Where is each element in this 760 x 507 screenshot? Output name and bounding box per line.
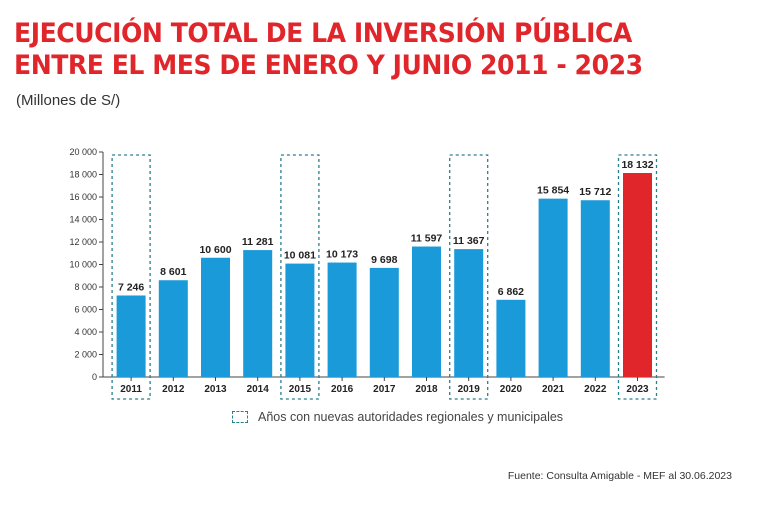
bar-value-label: 11 597 xyxy=(411,233,443,245)
legend-label: Años con nuevas autoridades regionales y… xyxy=(258,410,564,424)
y-tick-label: 8 000 xyxy=(74,282,97,292)
bar-value-label: 6 862 xyxy=(498,286,524,298)
y-tick-label: 14 000 xyxy=(69,215,97,225)
bar-value-label: 7 246 xyxy=(118,281,144,293)
chart-title: EJECUCIÓN TOTAL DE LA INVERSIÓN PÚBLICA … xyxy=(14,18,643,82)
y-tick-label: 4 000 xyxy=(74,327,97,337)
y-tick-label: 20 000 xyxy=(69,147,97,157)
bar-value-label: 11 281 xyxy=(242,236,274,248)
highlight-box xyxy=(617,154,658,400)
y-tick-label: 12 000 xyxy=(69,237,97,247)
bar-value-label: 18 132 xyxy=(621,159,653,171)
x-tick-label: 2014 xyxy=(247,384,270,395)
x-tick-label: 2015 xyxy=(289,384,312,395)
y-tick-label: 2 000 xyxy=(74,350,97,360)
y-tick-label: 18 000 xyxy=(69,170,97,180)
bar-value-label: 15 712 xyxy=(579,186,611,198)
x-tick-label: 2022 xyxy=(584,384,607,395)
highlight-box xyxy=(280,154,320,400)
bar xyxy=(116,295,146,377)
x-tick-label: 2012 xyxy=(162,384,185,395)
bar-value-label: 15 854 xyxy=(537,185,569,197)
bar xyxy=(496,299,526,377)
y-tick-label: 10 000 xyxy=(69,260,97,270)
y-tick-label: 0 xyxy=(92,372,97,382)
highlight-box xyxy=(111,154,151,400)
legend: Años con nuevas autoridades regionales y… xyxy=(232,410,563,424)
y-tick-label: 16 000 xyxy=(69,192,97,202)
x-tick-label: 2019 xyxy=(458,384,481,395)
bar xyxy=(243,250,273,377)
title-line-2: ENTRE EL MES DE ENERO Y JUNIO 2011 - 202… xyxy=(14,50,643,81)
source-note: Fuente: Consulta Amigable - MEF al 30.06… xyxy=(507,470,732,482)
bar xyxy=(623,173,652,377)
x-tick-label: 2018 xyxy=(415,384,438,395)
bar-value-label: 10 600 xyxy=(199,244,231,256)
x-tick-label: 2013 xyxy=(204,384,227,395)
bar xyxy=(538,198,568,377)
bar xyxy=(201,257,230,377)
x-tick-label: 2020 xyxy=(500,384,523,395)
bar-value-label: 10 081 xyxy=(284,250,316,262)
x-tick-label: 2021 xyxy=(542,384,565,395)
x-tick-label: 2023 xyxy=(626,384,649,395)
bar-value-label: 8 601 xyxy=(160,266,186,278)
bar-value-label: 9 698 xyxy=(371,254,397,266)
x-tick-label: 2017 xyxy=(373,384,396,395)
x-tick-label: 2016 xyxy=(331,384,354,395)
bar xyxy=(158,280,188,377)
bar xyxy=(454,249,484,377)
bar-value-label: 10 173 xyxy=(326,249,358,261)
y-tick-label: 6 000 xyxy=(74,305,97,315)
x-tick-label: 2011 xyxy=(120,384,142,395)
bar-chart: 0 2 000 4 000 6 000 8 000 10 000 12 000 14 000 1… xyxy=(69,147,665,400)
chart-subtitle: (Millones de S/) xyxy=(16,92,121,109)
bar xyxy=(285,263,315,377)
bar xyxy=(327,262,357,377)
legend-dashed-box-icon xyxy=(232,411,248,423)
highlight-box xyxy=(449,154,489,400)
bar xyxy=(412,246,441,377)
bar xyxy=(580,200,610,377)
title-line-1: EJECUCIÓN TOTAL DE LA INVERSIÓN PÚBLICA xyxy=(14,18,632,49)
bar-value-label: 11 367 xyxy=(453,235,485,247)
bar xyxy=(369,267,399,377)
